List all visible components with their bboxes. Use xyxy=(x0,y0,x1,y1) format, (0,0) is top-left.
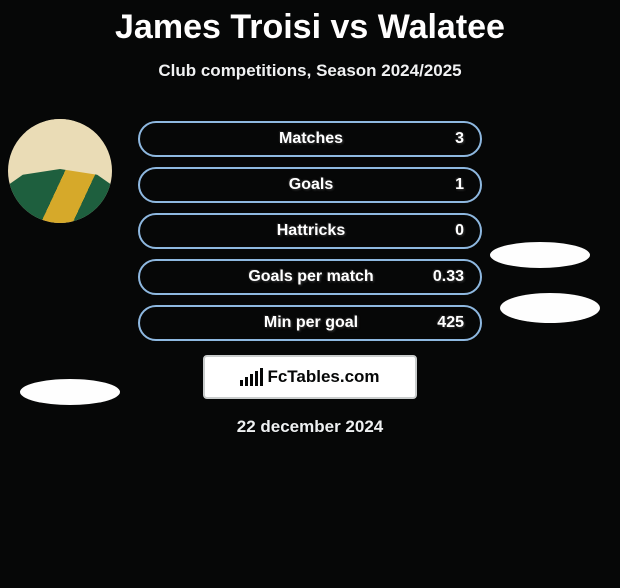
bar-4 xyxy=(255,371,258,386)
stat-row-hattricks: Hattricks 0 xyxy=(138,213,482,249)
subtitle: Club competitions, Season 2024/2025 xyxy=(0,61,620,81)
bar-2 xyxy=(245,377,248,386)
bar-1 xyxy=(240,380,243,386)
stat-value: 0.33 xyxy=(428,268,464,286)
stats-rows: Matches 3 Goals 1 Hattricks 0 Goals per … xyxy=(138,121,482,341)
stat-label: Min per goal xyxy=(156,314,428,332)
date-label: 22 december 2024 xyxy=(0,417,620,437)
bar-5 xyxy=(260,368,263,386)
bar-chart-icon xyxy=(240,368,263,386)
stat-label: Goals xyxy=(156,176,428,194)
page-title: James Troisi vs Walatee xyxy=(0,8,620,47)
stat-row-goals: Goals 1 xyxy=(138,167,482,203)
stats-section: Matches 3 Goals 1 Hattricks 0 Goals per … xyxy=(0,121,620,437)
branding-badge[interactable]: FcTables.com xyxy=(203,355,417,399)
stat-value: 1 xyxy=(428,176,464,194)
stat-label: Matches xyxy=(156,130,428,148)
bar-3 xyxy=(250,374,253,386)
stat-value: 425 xyxy=(428,314,464,332)
branding-label: FcTables.com xyxy=(267,367,379,387)
avatar-shadow-right-1 xyxy=(490,242,590,268)
avatar-shadow-right-2 xyxy=(500,293,600,323)
stat-value: 0 xyxy=(428,222,464,240)
avatar-shadow-left xyxy=(20,379,120,405)
avatar-skin xyxy=(24,119,104,159)
avatar-shirt xyxy=(8,169,112,223)
player-avatar-left xyxy=(8,119,112,223)
stat-value: 3 xyxy=(428,130,464,148)
stat-row-matches: Matches 3 xyxy=(138,121,482,157)
stat-label: Goals per match xyxy=(156,268,428,286)
stat-row-min-per-goal: Min per goal 425 xyxy=(138,305,482,341)
stat-label: Hattricks xyxy=(156,222,428,240)
stat-row-goals-per-match: Goals per match 0.33 xyxy=(138,259,482,295)
